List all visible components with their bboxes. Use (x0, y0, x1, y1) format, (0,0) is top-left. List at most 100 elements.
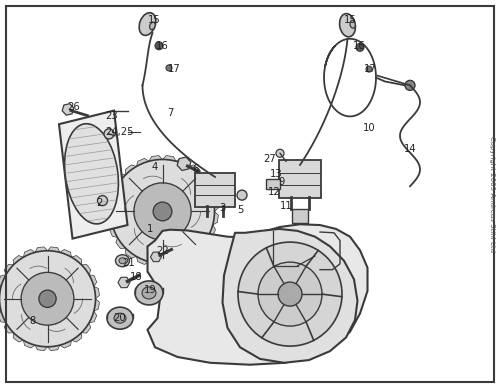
Text: 23: 23 (106, 111, 118, 121)
Text: 1: 1 (147, 224, 153, 234)
Polygon shape (89, 275, 96, 286)
Text: 7: 7 (167, 107, 173, 118)
Text: 4: 4 (152, 162, 158, 172)
Circle shape (276, 149, 284, 157)
Text: 24,25: 24,25 (105, 127, 133, 137)
Circle shape (366, 66, 372, 72)
Polygon shape (200, 237, 209, 248)
Polygon shape (208, 185, 216, 198)
Ellipse shape (119, 258, 126, 264)
Polygon shape (94, 286, 100, 299)
Text: 14: 14 (404, 144, 416, 154)
Polygon shape (188, 165, 200, 175)
FancyBboxPatch shape (266, 179, 280, 189)
Circle shape (405, 80, 415, 90)
Circle shape (166, 65, 172, 71)
Text: 26: 26 (68, 102, 80, 112)
Text: 16: 16 (156, 41, 169, 51)
Polygon shape (4, 323, 14, 333)
Polygon shape (176, 158, 188, 166)
Text: 3: 3 (220, 203, 226, 213)
Polygon shape (116, 237, 126, 248)
Text: 8: 8 (30, 316, 36, 326)
Circle shape (39, 290, 56, 307)
Circle shape (155, 42, 163, 50)
Text: 15: 15 (344, 15, 356, 25)
FancyBboxPatch shape (292, 209, 308, 223)
Text: Copyright 2009 Andreas Stihl Ltd: Copyright 2009 Andreas Stihl Ltd (489, 136, 495, 252)
Text: 18: 18 (130, 272, 142, 282)
Polygon shape (222, 229, 358, 363)
Circle shape (104, 129, 114, 139)
Polygon shape (94, 299, 100, 311)
Ellipse shape (350, 21, 356, 28)
Circle shape (0, 251, 96, 347)
Text: 22: 22 (156, 246, 170, 256)
Text: 17: 17 (168, 64, 180, 74)
Circle shape (278, 282, 302, 306)
Text: 15: 15 (148, 15, 160, 25)
Polygon shape (0, 286, 1, 299)
Polygon shape (208, 225, 216, 237)
Circle shape (237, 190, 247, 200)
Text: 19: 19 (144, 285, 156, 295)
Text: 13: 13 (270, 169, 283, 179)
Polygon shape (162, 156, 176, 161)
Text: 10: 10 (362, 123, 376, 133)
Polygon shape (48, 345, 60, 351)
Polygon shape (59, 111, 128, 239)
Text: 9: 9 (279, 177, 285, 187)
Text: 5: 5 (237, 204, 243, 215)
Ellipse shape (139, 13, 156, 35)
Polygon shape (0, 299, 1, 311)
Circle shape (356, 43, 364, 51)
Text: 6: 6 (192, 164, 198, 174)
Polygon shape (60, 249, 72, 257)
Polygon shape (24, 340, 35, 348)
Polygon shape (188, 248, 200, 258)
Text: 2: 2 (96, 197, 102, 208)
Polygon shape (148, 224, 368, 365)
Ellipse shape (142, 287, 156, 299)
Circle shape (110, 159, 214, 263)
Polygon shape (176, 256, 188, 265)
Text: 11: 11 (280, 201, 292, 211)
Polygon shape (13, 333, 24, 342)
Circle shape (98, 196, 108, 206)
Ellipse shape (114, 313, 126, 323)
Polygon shape (110, 185, 118, 198)
Polygon shape (13, 256, 24, 265)
Polygon shape (60, 340, 72, 348)
Polygon shape (35, 247, 48, 253)
Ellipse shape (135, 281, 163, 305)
Circle shape (153, 202, 172, 221)
Text: 16: 16 (352, 41, 366, 51)
Polygon shape (82, 323, 90, 333)
Circle shape (238, 242, 342, 346)
Text: 27: 27 (264, 154, 276, 164)
Polygon shape (126, 165, 136, 175)
Text: 20: 20 (114, 313, 126, 323)
Ellipse shape (150, 22, 155, 29)
Ellipse shape (116, 255, 130, 267)
Polygon shape (82, 265, 90, 275)
Circle shape (134, 183, 191, 240)
FancyBboxPatch shape (195, 173, 235, 207)
Polygon shape (0, 311, 6, 323)
Polygon shape (149, 156, 162, 161)
Polygon shape (72, 333, 82, 342)
Polygon shape (89, 311, 96, 323)
Polygon shape (106, 198, 112, 211)
Text: 17: 17 (364, 64, 376, 74)
FancyBboxPatch shape (279, 160, 321, 198)
Polygon shape (212, 211, 218, 225)
Text: 12: 12 (268, 187, 280, 197)
Polygon shape (136, 158, 149, 166)
Polygon shape (212, 198, 218, 211)
Ellipse shape (107, 307, 133, 329)
Polygon shape (24, 249, 35, 257)
Polygon shape (72, 256, 82, 265)
Polygon shape (106, 211, 112, 225)
Ellipse shape (64, 124, 118, 224)
Polygon shape (110, 225, 118, 237)
